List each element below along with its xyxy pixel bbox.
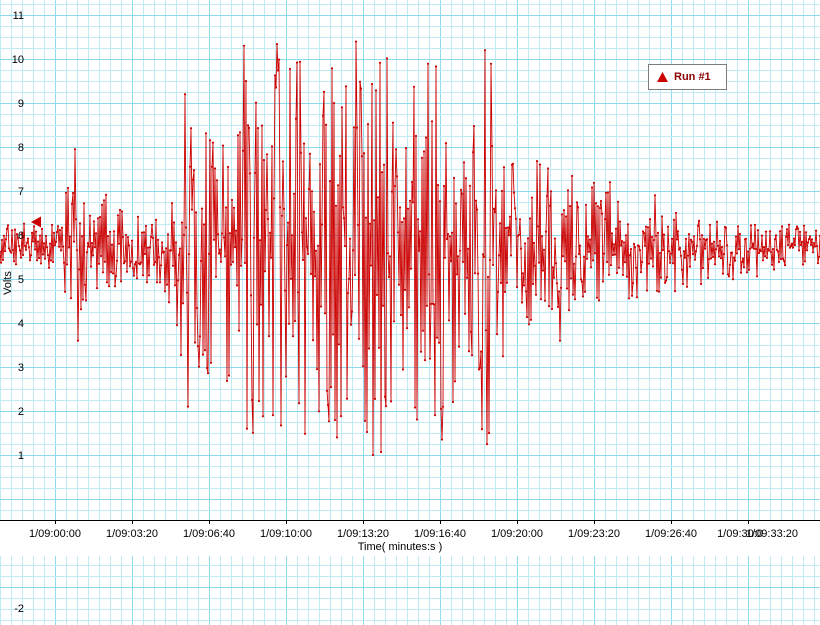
time-cursor-icon[interactable] <box>31 216 41 228</box>
y-tick-label: 5 <box>18 274 24 286</box>
y-tick-label: 3 <box>18 362 24 374</box>
waveform-series <box>0 40 820 457</box>
y-tick-label: 2 <box>18 406 24 418</box>
waveform-points <box>0 40 820 457</box>
x-tick-label: 1/09:30:0 <box>717 528 763 540</box>
y-tick-label: 8 <box>18 142 24 154</box>
y-tick-label: 4 <box>18 318 24 330</box>
y-axis-bottom-tick-label: -2 <box>14 603 24 615</box>
x-tick-label: 1/09:13:20 <box>337 528 389 540</box>
x-tick-label: 1/09:06:40 <box>183 528 235 540</box>
legend-triangle-icon <box>657 72 668 82</box>
y-tick-label: 1 <box>18 450 24 462</box>
y-tick-label: 9 <box>18 98 24 110</box>
y-tick-label: 10 <box>12 54 24 66</box>
y-tick-label: 7 <box>18 186 24 198</box>
x-tick-label: 1/09:33:20 <box>746 528 798 540</box>
legend[interactable]: Run #1 <box>648 64 727 90</box>
x-tick-label: 1/09:16:40 <box>414 528 466 540</box>
x-tick-label: 1/09:23:20 <box>568 528 620 540</box>
x-tick-label: 1/09:26:40 <box>645 528 697 540</box>
y-axis-title: Volts <box>2 271 14 295</box>
legend-label: Run #1 <box>674 71 711 83</box>
x-axis-title: Time( minutes:s ) <box>358 541 443 553</box>
x-tick-label: 1/09:20:00 <box>491 528 543 540</box>
y-tick-label: 11 <box>13 10 24 22</box>
y-axis-tick-labels: 11 10 9 8 7 6 5 4 3 2 1 <box>12 10 24 462</box>
x-tick-label: 1/09:10:00 <box>260 528 312 540</box>
x-tick-label: 1/09:03:20 <box>106 528 158 540</box>
x-tick-label: 1/09:00:00 <box>29 528 81 540</box>
y-tick-label: 6 <box>18 230 24 242</box>
x-axis-tick-labels: 1/09:00:00 1/09:03:20 1/09:06:40 1/09:10:00… <box>29 528 798 540</box>
